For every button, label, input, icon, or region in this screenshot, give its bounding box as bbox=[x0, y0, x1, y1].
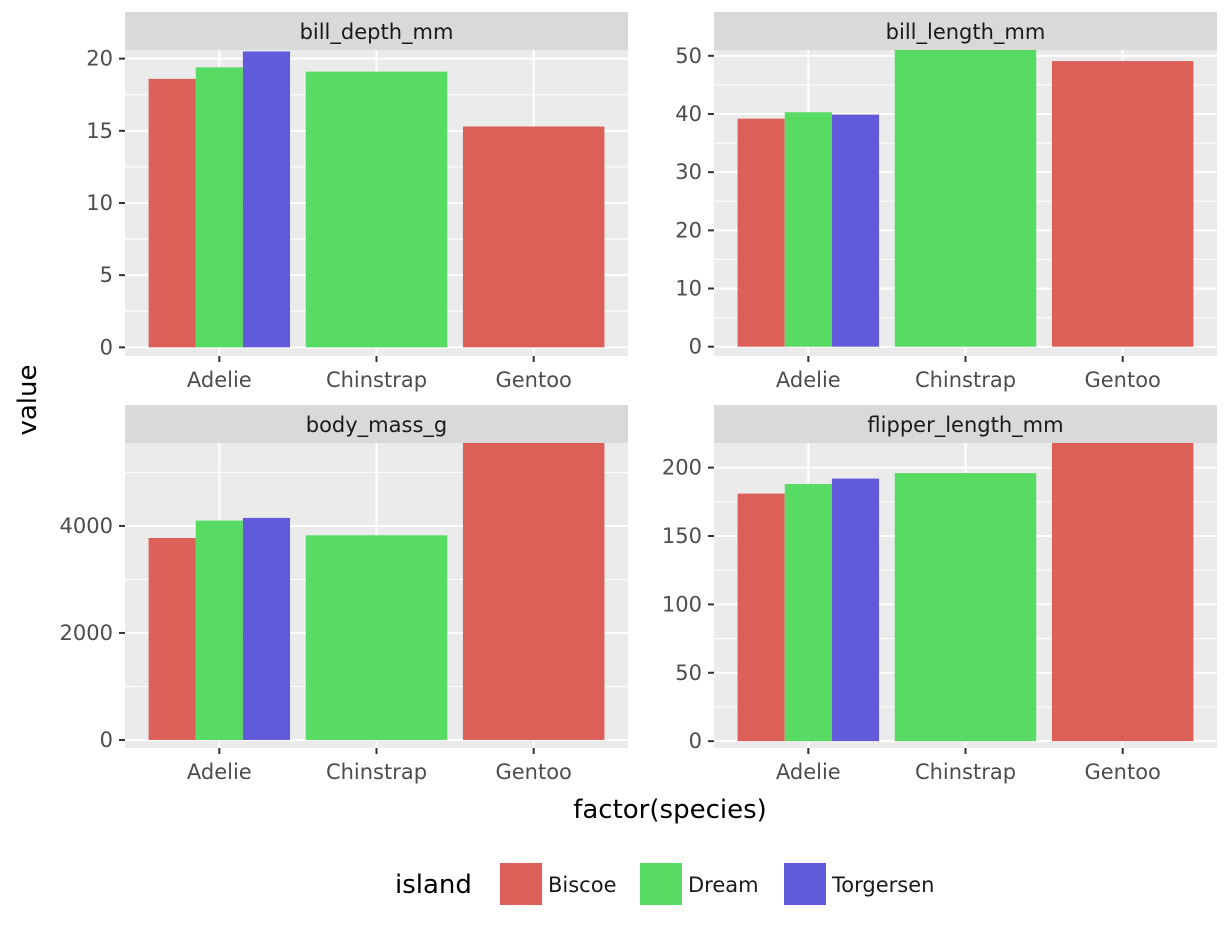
facet-strip-label: bill_depth_mm bbox=[300, 20, 454, 45]
legend: island Biscoe Dream Torgersen bbox=[395, 863, 934, 905]
y-tick-label: 30 bbox=[675, 160, 702, 184]
y-tick-label: 0 bbox=[100, 728, 113, 752]
bar-chinstrap-dream bbox=[894, 50, 1037, 347]
bar-adelie-dream bbox=[195, 520, 243, 740]
bar-adelie-biscoe bbox=[737, 118, 785, 347]
y-axis-title: value bbox=[13, 364, 43, 435]
facet-strip bbox=[714, 405, 1217, 443]
y-tick-label: 2000 bbox=[60, 621, 113, 645]
x-tick-label: Chinstrap bbox=[915, 760, 1016, 784]
y-tick-label: 100 bbox=[662, 592, 702, 616]
bar-gentoo-biscoe bbox=[1051, 443, 1194, 742]
y-tick-label: 40 bbox=[675, 102, 702, 126]
facet-strip-label: body_mass_g bbox=[306, 413, 447, 438]
y-tick-label: 150 bbox=[662, 524, 702, 548]
y-tick-label: 200 bbox=[662, 456, 702, 480]
x-tick-label: Adelie bbox=[776, 368, 841, 392]
legend-items: Biscoe Dream Torgersen bbox=[500, 863, 934, 905]
facet-panel-flipper_length_mm: flipper_length_mm 0 50 100 150 200 Adelie Chins… bbox=[662, 405, 1217, 784]
bar-adelie-dream bbox=[195, 67, 243, 348]
bar-adelie-torgersen bbox=[831, 114, 880, 347]
bar-adelie-torgersen bbox=[831, 478, 880, 742]
bar-adelie-torgersen bbox=[242, 51, 291, 348]
facet-strip bbox=[125, 12, 628, 50]
y-tick-label: 10 bbox=[675, 277, 702, 301]
legend-label-biscoe: Biscoe bbox=[548, 873, 617, 897]
x-tick-label: Chinstrap bbox=[915, 368, 1016, 392]
bar-gentoo-biscoe bbox=[1051, 61, 1194, 347]
x-tick-label: Gentoo bbox=[1084, 760, 1160, 784]
bar-chinstrap-dream bbox=[305, 535, 448, 740]
bar-chinstrap-dream bbox=[894, 473, 1037, 742]
x-tick-label: Chinstrap bbox=[326, 760, 427, 784]
legend-key-biscoe bbox=[500, 863, 542, 905]
facet-strip-label: flipper_length_mm bbox=[867, 413, 1063, 438]
y-tick-label: 15 bbox=[86, 119, 113, 143]
x-axis-title: factor(species) bbox=[573, 795, 767, 825]
y-tick-label: 5 bbox=[100, 263, 113, 287]
y-tick-label: 50 bbox=[675, 661, 702, 685]
facets-layer: bill_depth_mm 0 5 10 15 20 Adelie Chinstrap Gent… bbox=[60, 12, 1217, 784]
facet-panel-bill_length_mm: bill_length_mm 0 10 20 30 40 50 Adelie Chinstrap… bbox=[675, 12, 1217, 392]
bar-adelie-dream bbox=[784, 484, 832, 742]
facet-strip bbox=[714, 12, 1217, 50]
y-tick-label: 0 bbox=[689, 335, 702, 359]
y-tick-label: 50 bbox=[675, 44, 702, 68]
x-tick-label: Adelie bbox=[187, 368, 252, 392]
facet-strip-label: bill_length_mm bbox=[886, 20, 1046, 45]
x-tick-label: Adelie bbox=[187, 760, 252, 784]
legend-label-torgersen: Torgersen bbox=[831, 873, 934, 897]
y-tick-label: 10 bbox=[86, 191, 113, 215]
bar-gentoo-biscoe bbox=[462, 126, 605, 348]
x-tick-label: Gentoo bbox=[495, 760, 571, 784]
bar-gentoo-biscoe bbox=[462, 443, 605, 740]
legend-title: island bbox=[395, 870, 472, 900]
y-tick-label: 0 bbox=[689, 729, 702, 753]
legend-key-dream bbox=[640, 863, 682, 905]
y-tick-label: 20 bbox=[86, 47, 113, 71]
facet-panel-body_mass_g: body_mass_g 0 2000 4000 Adelie Chinstrap Gento… bbox=[60, 405, 628, 784]
legend-key-torgersen bbox=[784, 863, 826, 905]
legend-label-dream: Dream bbox=[688, 873, 759, 897]
bar-adelie-biscoe bbox=[148, 537, 196, 740]
bar-adelie-biscoe bbox=[737, 493, 785, 742]
facet-panel-bill_depth_mm: bill_depth_mm 0 5 10 15 20 Adelie Chinstrap Gent… bbox=[86, 12, 628, 392]
bar-adelie-biscoe bbox=[148, 78, 196, 348]
y-tick-label: 4000 bbox=[60, 514, 113, 538]
x-tick-label: Gentoo bbox=[495, 368, 571, 392]
x-tick-label: Adelie bbox=[776, 760, 841, 784]
bar-adelie-dream bbox=[784, 112, 832, 347]
bar-chinstrap-dream bbox=[305, 71, 448, 348]
bar-adelie-torgersen bbox=[242, 517, 291, 740]
y-tick-label: 20 bbox=[675, 218, 702, 242]
x-tick-label: Chinstrap bbox=[326, 368, 427, 392]
y-tick-label: 0 bbox=[100, 335, 113, 359]
facet-strip bbox=[125, 405, 628, 443]
x-tick-label: Gentoo bbox=[1084, 368, 1160, 392]
